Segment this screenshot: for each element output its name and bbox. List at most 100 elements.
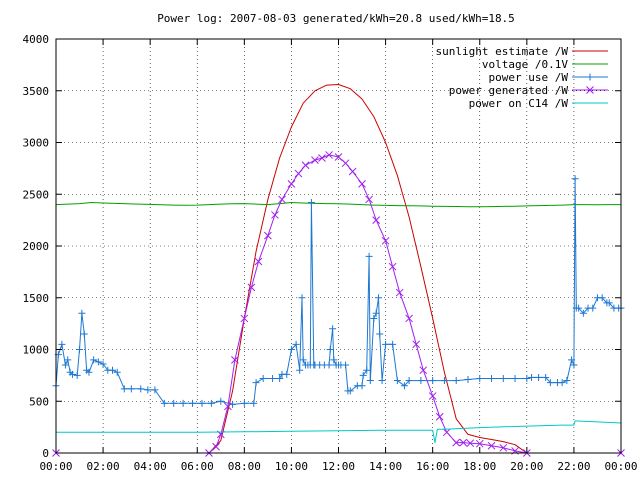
data-point	[283, 370, 291, 378]
data-point	[294, 169, 303, 178]
data-point	[459, 438, 468, 447]
data-point	[558, 379, 566, 387]
data-point	[388, 262, 397, 271]
series-voltage-0-1v	[55, 202, 621, 208]
data-point	[376, 330, 384, 338]
data-point	[393, 377, 401, 385]
data-point	[389, 340, 397, 348]
data-point	[224, 402, 232, 411]
x-tick-label: 10:00	[275, 460, 308, 473]
y-tick-label: 4000	[23, 33, 50, 46]
data-point	[64, 356, 72, 364]
legend-marker	[586, 86, 594, 94]
y-tick-label: 0	[42, 447, 49, 460]
data-point	[435, 412, 444, 421]
x-tick-label: 06:00	[181, 460, 214, 473]
data-point	[405, 314, 413, 323]
data-point	[287, 346, 295, 353]
data-point	[365, 252, 373, 260]
data-point	[400, 382, 408, 390]
data-point	[179, 399, 187, 407]
y-tick-label: 2000	[23, 240, 50, 253]
y-tick-label: 1500	[23, 292, 50, 305]
data-point	[325, 361, 333, 369]
data-point	[189, 399, 197, 407]
data-point	[535, 373, 543, 381]
data-point	[68, 370, 76, 378]
data-point	[476, 374, 484, 382]
data-point	[589, 304, 597, 312]
data-point	[78, 309, 86, 317]
data-point	[301, 161, 310, 170]
data-point	[127, 385, 135, 393]
data-point	[568, 356, 576, 364]
legend-entry-power-use-w: power use /W	[489, 71, 608, 84]
data-point	[523, 374, 531, 382]
legend-label: voltage /0.1V	[482, 58, 568, 71]
data-point	[365, 195, 373, 204]
legend-entry-voltage-0-1v: voltage /0.1V	[482, 58, 608, 71]
data-point	[330, 356, 338, 364]
x-tick-label: 00:00	[604, 460, 637, 473]
data-point	[372, 216, 381, 224]
legend-entry-power-generated-w: power generated /W	[449, 84, 608, 97]
data-point	[372, 309, 380, 317]
data-point	[366, 377, 374, 385]
data-point	[144, 386, 152, 394]
data-point	[571, 175, 579, 183]
data-point	[442, 428, 451, 437]
legend-label: power on C14 /W	[469, 97, 569, 110]
data-point	[395, 288, 404, 297]
data-point	[342, 361, 350, 369]
data-point	[375, 294, 383, 302]
data-point	[358, 382, 366, 390]
data-point	[240, 314, 249, 323]
data-point	[254, 257, 263, 266]
data-point	[346, 387, 354, 395]
data-point	[318, 154, 326, 162]
data-point	[605, 299, 613, 307]
data-point	[546, 379, 554, 387]
x-tick-label: 12:00	[322, 460, 355, 473]
data-point	[217, 397, 225, 405]
data-point	[363, 366, 371, 374]
legend-label: power generated /W	[449, 84, 569, 97]
data-point	[250, 399, 258, 407]
data-point	[499, 374, 507, 382]
data-point	[511, 374, 519, 382]
data-point	[378, 377, 386, 385]
y-tick-label: 3000	[23, 137, 50, 150]
x-tick-label: 18:00	[463, 460, 496, 473]
series-power-generated-w	[52, 151, 625, 457]
series-line-power-on-c14-w	[56, 420, 622, 444]
series-line-voltage-0-1v	[55, 202, 621, 208]
data-point	[276, 374, 284, 382]
data-point	[109, 366, 116, 374]
data-point	[329, 325, 337, 333]
series-power-on-c14-w	[56, 420, 622, 444]
data-point	[120, 385, 128, 393]
x-tick-label: 04:00	[134, 460, 167, 473]
data-point	[475, 439, 484, 448]
data-point	[151, 386, 159, 394]
data-point	[417, 377, 425, 385]
data-point	[292, 340, 300, 348]
data-point	[311, 156, 319, 164]
x-tick-label: 14:00	[369, 460, 402, 473]
data-point	[440, 377, 448, 385]
data-point	[348, 167, 357, 176]
data-point	[405, 377, 413, 385]
data-point	[80, 330, 88, 338]
legend-entry-power-on-c14-w: power on C14 /W	[469, 97, 608, 110]
data-point	[419, 366, 428, 375]
series-sunlight-estimate-w	[56, 84, 621, 454]
series-line-power-generated-w	[56, 154, 621, 454]
legend-entry-sunlight-estimate-w: sunlight estimate /W	[436, 45, 608, 58]
data-point	[428, 392, 437, 400]
y-tick-label: 500	[29, 395, 49, 408]
data-point	[382, 340, 390, 348]
legend-label: sunlight estimate /W	[436, 45, 569, 58]
data-point	[113, 368, 121, 376]
data-point	[381, 236, 390, 245]
